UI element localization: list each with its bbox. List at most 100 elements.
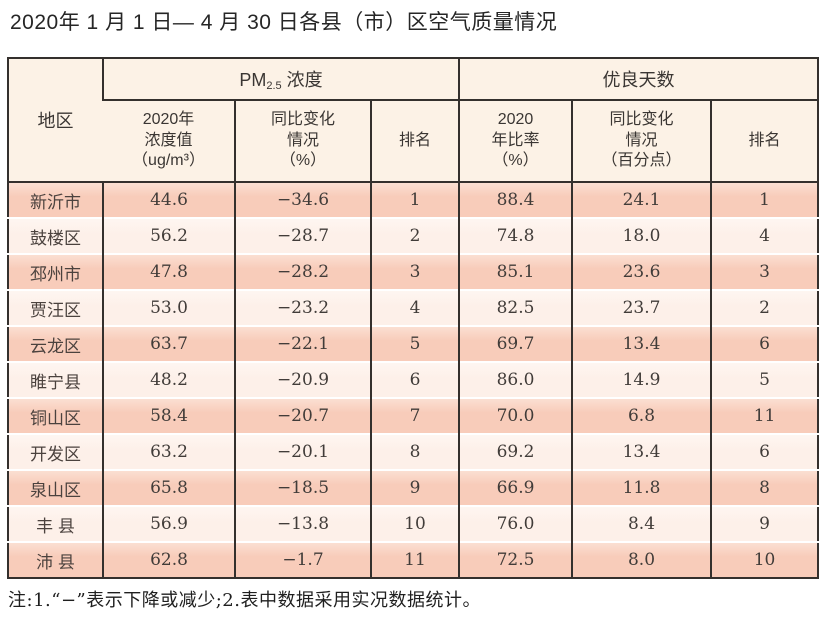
pm-value-cell: 65.8 bbox=[102, 469, 235, 506]
pm-value-cell: 63.7 bbox=[102, 325, 235, 362]
days-rank-cell: 10 bbox=[709, 541, 819, 578]
page-title: 2020年 1 月 1 日— 4 月 30 日各县（市）区空气质量情况 bbox=[10, 11, 558, 34]
pm-value-cell: 47.8 bbox=[102, 253, 235, 290]
table-row: 云龙区 63.7 −22.1 5 69.7 13.4 6 bbox=[8, 325, 819, 362]
days-change-cell: 11.8 bbox=[571, 469, 711, 506]
air-quality-table: 地区 PM2.5 浓度 优良天数 2020年 浓度值 （ug/m³） 同比变化 … bbox=[7, 57, 820, 579]
days-rank-cell: 4 bbox=[709, 217, 819, 254]
region-cell: 睢宁县 bbox=[8, 361, 103, 398]
table-row: 泉山区 65.8 −18.5 9 66.9 11.8 8 bbox=[8, 469, 819, 506]
days-change-cell: 6.8 bbox=[571, 397, 711, 434]
column-group-good-days: 优良天数 bbox=[457, 58, 819, 101]
days-change-cell: 8.0 bbox=[571, 541, 711, 578]
days-rank-cell: 8 bbox=[709, 469, 819, 506]
pm-value-cell: 58.4 bbox=[102, 397, 235, 434]
pm-change-cell: −34.6 bbox=[234, 181, 371, 218]
days-ratio-cell: 86.0 bbox=[458, 361, 572, 398]
pm-value-cell: 56.2 bbox=[102, 217, 235, 254]
days-ratio-cell: 66.9 bbox=[458, 469, 572, 506]
pm-value-cell: 63.2 bbox=[102, 433, 235, 470]
region-cell: 新沂市 bbox=[8, 181, 103, 218]
column-group-pm25: PM2.5 浓度 bbox=[102, 58, 459, 101]
table-row: 丰 县 56.9 −13.8 10 76.0 8.4 9 bbox=[8, 505, 819, 542]
days-change-cell: 23.6 bbox=[571, 253, 711, 290]
region-cell: 开发区 bbox=[8, 433, 103, 470]
days-rank-cell: 5 bbox=[709, 361, 819, 398]
days-change-cell: 13.4 bbox=[571, 325, 711, 362]
column-header-pm-change: 同比变化 情况 （%） bbox=[234, 100, 371, 183]
region-cell: 贾汪区 bbox=[8, 289, 103, 326]
days-change-cell: 24.1 bbox=[571, 181, 711, 218]
days-ratio-cell: 76.0 bbox=[458, 505, 572, 542]
pm-rank-cell: 8 bbox=[370, 433, 459, 470]
days-rank-cell: 3 bbox=[709, 253, 819, 290]
days-ratio-cell: 69.7 bbox=[458, 325, 572, 362]
pm-value-cell: 48.2 bbox=[102, 361, 235, 398]
column-header-days-change: 同比变化 情况 （百分点） bbox=[571, 100, 711, 183]
pm-change-cell: −20.1 bbox=[234, 433, 371, 470]
days-ratio-cell: 82.5 bbox=[458, 289, 572, 326]
column-header-pm-value: 2020年 浓度值 （ug/m³） bbox=[103, 100, 235, 183]
days-rank-cell: 6 bbox=[709, 433, 819, 470]
pm25-label-subscript: 2.5 bbox=[266, 80, 282, 92]
region-cell: 铜山区 bbox=[8, 397, 103, 434]
days-ratio-cell: 85.1 bbox=[458, 253, 572, 290]
pm-change-cell: −1.7 bbox=[234, 541, 371, 578]
pm-rank-cell: 6 bbox=[370, 361, 459, 398]
pm-rank-cell: 5 bbox=[370, 325, 459, 362]
pm-change-cell: −20.7 bbox=[234, 397, 371, 434]
column-header-days-ratio: 2020 年比率 （%） bbox=[458, 100, 572, 183]
pm-rank-cell: 3 bbox=[370, 253, 459, 290]
column-header-pm-rank: 排名 bbox=[370, 100, 459, 183]
table-row: 鼓楼区 56.2 −28.7 2 74.8 18.0 4 bbox=[8, 217, 819, 254]
table-row: 开发区 63.2 −20.1 8 69.2 13.4 6 bbox=[8, 433, 819, 470]
region-cell: 云龙区 bbox=[8, 325, 103, 362]
pm-rank-cell: 1 bbox=[370, 181, 459, 218]
pm-change-cell: −22.1 bbox=[234, 325, 371, 362]
days-change-cell: 18.0 bbox=[571, 217, 711, 254]
days-ratio-cell: 88.4 bbox=[458, 181, 572, 218]
days-change-cell: 13.4 bbox=[571, 433, 711, 470]
region-cell: 沛 县 bbox=[8, 541, 103, 578]
pm-rank-cell: 2 bbox=[370, 217, 459, 254]
column-header-days-rank: 排名 bbox=[709, 100, 819, 183]
table-row: 邳州市 47.8 −28.2 3 85.1 23.6 3 bbox=[8, 253, 819, 290]
pm25-label-prefix: PM bbox=[239, 70, 267, 90]
table-row: 贾汪区 53.0 −23.2 4 82.5 23.7 2 bbox=[8, 289, 819, 326]
pm-rank-cell: 10 bbox=[370, 505, 459, 542]
days-change-cell: 14.9 bbox=[571, 361, 711, 398]
days-rank-cell: 11 bbox=[709, 397, 819, 434]
days-change-cell: 23.7 bbox=[571, 289, 711, 326]
pm-change-cell: −28.2 bbox=[234, 253, 371, 290]
days-rank-cell: 6 bbox=[709, 325, 819, 362]
pm-rank-cell: 4 bbox=[370, 289, 459, 326]
days-ratio-cell: 70.0 bbox=[458, 397, 572, 434]
days-ratio-cell: 74.8 bbox=[458, 217, 572, 254]
days-change-cell: 8.4 bbox=[571, 505, 711, 542]
region-cell: 邳州市 bbox=[8, 253, 103, 290]
pm-change-cell: −23.2 bbox=[234, 289, 371, 326]
days-ratio-cell: 72.5 bbox=[458, 541, 572, 578]
days-rank-cell: 2 bbox=[709, 289, 819, 326]
table-row: 沛 县 62.8 −1.7 11 72.5 8.0 10 bbox=[8, 541, 819, 578]
table-body: 新沂市 44.6 −34.6 1 88.4 24.1 1 鼓楼区 56.2 −2… bbox=[8, 181, 819, 578]
pm-change-cell: −18.5 bbox=[234, 469, 371, 506]
column-header-region: 地区 bbox=[8, 58, 103, 183]
pm-value-cell: 62.8 bbox=[102, 541, 235, 578]
table-row: 睢宁县 48.2 −20.9 6 86.0 14.9 5 bbox=[8, 361, 819, 398]
days-rank-cell: 1 bbox=[709, 181, 819, 218]
pm-value-cell: 53.0 bbox=[102, 289, 235, 326]
pm-value-cell: 44.6 bbox=[102, 181, 235, 218]
footnote: 注:1.“−”表示下降或减少;2.表中数据采用实况数据统计。 bbox=[8, 590, 481, 611]
table-header: 地区 PM2.5 浓度 优良天数 2020年 浓度值 （ug/m³） 同比变化 … bbox=[8, 58, 819, 183]
table-row: 铜山区 58.4 −20.7 7 70.0 6.8 11 bbox=[8, 397, 819, 434]
days-rank-cell: 9 bbox=[709, 505, 819, 542]
region-cell: 泉山区 bbox=[8, 469, 103, 506]
region-cell: 鼓楼区 bbox=[8, 217, 103, 254]
region-cell: 丰 县 bbox=[8, 505, 103, 542]
pm-value-cell: 56.9 bbox=[102, 505, 235, 542]
pm-change-cell: −28.7 bbox=[234, 217, 371, 254]
days-ratio-cell: 69.2 bbox=[458, 433, 572, 470]
pm25-label-suffix: 浓度 bbox=[281, 70, 323, 90]
